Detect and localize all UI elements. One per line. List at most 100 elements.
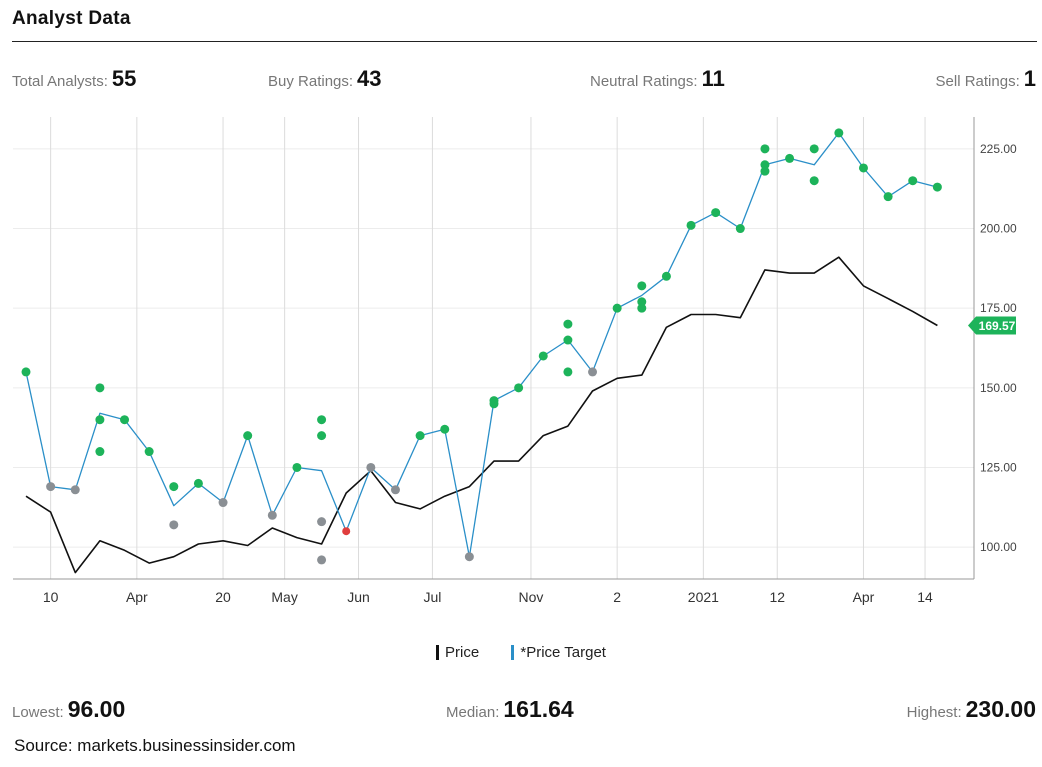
neutral-ratings-stat: Neutral Ratings: 11 — [590, 66, 725, 92]
x-tick-label: Jul — [423, 589, 441, 605]
rating-point-buy — [95, 383, 105, 393]
rating-point-buy — [538, 351, 548, 361]
total-analysts-label: Total Analysts: — [12, 73, 108, 90]
rating-point-buy — [144, 447, 154, 457]
legend-price-label: Price — [445, 644, 480, 661]
total-analysts-value: 55 — [111, 66, 137, 91]
page-title: Analyst Data — [12, 8, 131, 29]
rating-point-buy — [735, 224, 745, 234]
rating-point-buy — [243, 431, 253, 441]
sell-ratings-value: 1 — [1023, 66, 1036, 91]
rating-point-buy — [883, 192, 893, 202]
total-analysts-stat: Total Analysts: 55 — [12, 66, 136, 92]
sell-ratings-stat: Sell Ratings: 1 — [936, 66, 1036, 92]
median-value: 161.64 — [503, 696, 574, 722]
series-line-target — [25, 132, 938, 558]
rating-point-buy — [932, 182, 942, 192]
rating-point-neutral — [366, 462, 376, 472]
rating-point-buy — [809, 176, 819, 186]
rating-point-buy — [563, 319, 573, 329]
current-price-badge — [968, 316, 1016, 335]
lowest-value: 96.00 — [67, 696, 126, 722]
rating-point-buy — [563, 367, 573, 377]
y-tick-label: 125.00 — [980, 460, 1017, 474]
current-price-label: 169.57 — [979, 319, 1016, 333]
rating-point-buy — [760, 144, 770, 154]
rating-point-buy — [661, 271, 671, 281]
median-label: Median: — [446, 704, 500, 721]
rating-point-buy — [637, 297, 647, 307]
highest-summary: Highest: 230.00 — [907, 696, 1036, 723]
median-summary: Median: 161.64 — [446, 696, 574, 723]
title-divider — [12, 41, 1037, 42]
x-tick-label: 2 — [613, 589, 621, 605]
rating-point-sell — [342, 527, 351, 536]
analyst-chart[interactable]: 100.00 125.00 150.00 175.00 200.00 225.00 10 Ap… — [0, 0, 1042, 620]
rating-point-buy — [760, 160, 770, 170]
rating-point-neutral — [267, 510, 277, 520]
rating-point-buy — [317, 415, 327, 425]
legend-target-label: *Price Target — [520, 644, 606, 661]
x-tick-label: 12 — [769, 589, 785, 605]
rating-point-buy — [415, 431, 425, 441]
rating-point-buy — [21, 367, 31, 377]
rating-point-neutral — [46, 482, 56, 492]
rating-point-buy — [686, 220, 696, 230]
rating-point-neutral — [588, 367, 598, 377]
rating-point-buy — [858, 163, 868, 173]
rating-point-buy — [612, 303, 622, 313]
legend-item-price[interactable]: Price — [436, 644, 479, 661]
highest-value: 230.00 — [965, 696, 1036, 722]
rating-point-neutral — [390, 485, 400, 495]
x-tick-label: Apr — [126, 589, 148, 605]
rating-point-buy — [95, 415, 105, 425]
rating-point-buy — [317, 431, 327, 441]
rating-point-buy — [908, 176, 918, 186]
buy-ratings-label: Buy Ratings: — [268, 73, 354, 90]
rating-point-buy — [809, 144, 819, 154]
rating-point-neutral — [317, 555, 327, 565]
series-line-price — [25, 256, 938, 574]
rating-point-neutral — [70, 485, 80, 495]
rating-point-buy — [95, 447, 105, 457]
x-tick-label: Apr — [853, 589, 875, 605]
lowest-summary: Lowest: 96.00 — [12, 696, 125, 723]
x-tick-label: Nov — [518, 589, 543, 605]
buy-ratings-value: 43 — [357, 66, 382, 91]
rating-point-buy — [514, 383, 524, 393]
x-tick-label: Jun — [347, 589, 370, 605]
x-tick-label: 14 — [917, 589, 933, 605]
rating-point-neutral — [464, 552, 474, 562]
rating-point-buy — [637, 281, 647, 291]
highest-label: Highest: — [906, 704, 962, 721]
source-note: Source: markets.businessinsider.com — [14, 736, 296, 755]
neutral-ratings-label: Neutral Ratings: — [590, 73, 698, 90]
buy-ratings-stat: Buy Ratings: 43 — [268, 66, 382, 92]
y-tick-label: 175.00 — [980, 301, 1017, 315]
rating-point-neutral — [169, 520, 179, 530]
rating-point-buy — [563, 335, 573, 345]
x-tick-label: 10 — [43, 589, 59, 605]
rating-point-buy — [120, 415, 130, 425]
rating-point-neutral — [218, 498, 228, 508]
price-swatch — [436, 645, 440, 660]
x-tick-label: May — [271, 589, 297, 605]
rating-point-buy — [637, 303, 647, 313]
rating-point-buy — [711, 208, 721, 218]
rating-point-buy — [834, 128, 844, 138]
rating-point-buy — [193, 478, 203, 488]
legend-item-price-target[interactable]: *Price Target — [511, 644, 606, 661]
y-tick-label: 150.00 — [980, 381, 1017, 395]
x-tick-label: 20 — [215, 589, 231, 605]
rating-point-buy — [760, 166, 770, 176]
chart-legend: Price *Price Target — [0, 644, 1042, 661]
y-tick-label: 200.00 — [980, 222, 1017, 236]
rating-point-buy — [440, 424, 450, 434]
rating-point-buy — [292, 462, 302, 472]
rating-point-neutral — [317, 517, 327, 527]
rating-point-buy — [169, 482, 179, 492]
rating-point-buy — [785, 153, 795, 163]
y-tick-label: 225.00 — [980, 142, 1017, 156]
neutral-ratings-value: 11 — [701, 66, 725, 91]
price-target-swatch — [511, 645, 515, 660]
